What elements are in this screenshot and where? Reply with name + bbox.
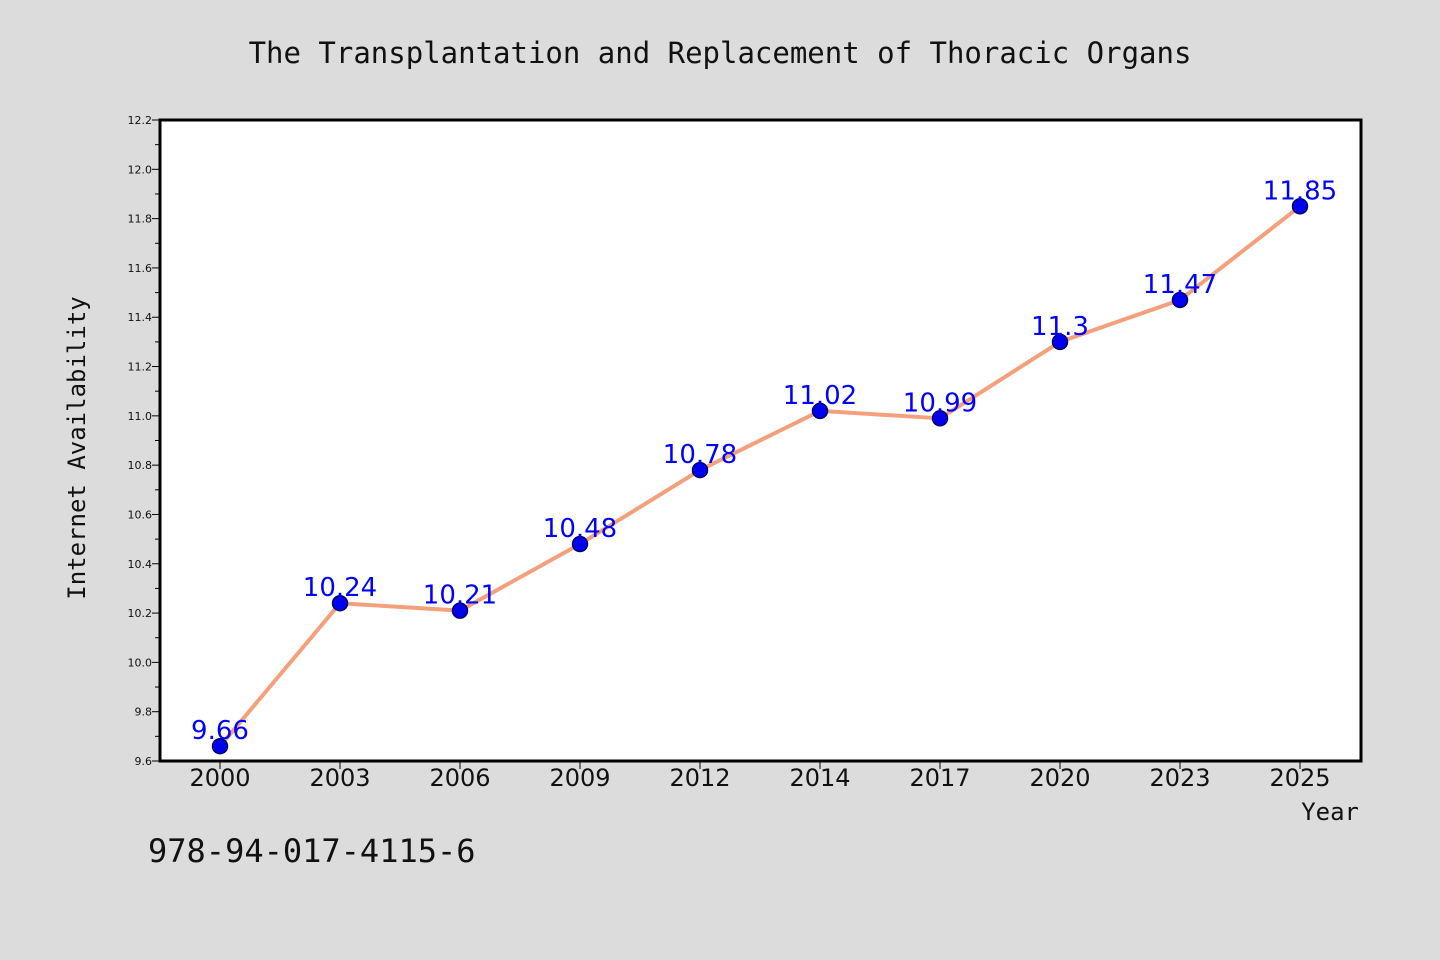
y-axis: 9.6 9.8 10.0 10.2 10.4 10.6 10.8 11.0 11.2 11.4 11…: [128, 114, 160, 768]
data-label: 10.78: [663, 440, 737, 470]
isbn-text: 978-94-017-4115-6: [148, 832, 476, 870]
data-point: [1051, 333, 1069, 351]
x-tick-label: 2006: [429, 764, 490, 792]
y-tick-label: 11.4: [128, 311, 153, 324]
y-axis-label: Internet Availability: [63, 296, 91, 599]
data-point: [691, 461, 709, 479]
marker-group: [211, 198, 1309, 755]
x-tick-label: 2017: [909, 764, 970, 792]
x-axis: 2000 2003 2006 2009 2012 2014 2017 2020 2023 2025: [189, 761, 1331, 792]
data-label: 10.21: [423, 581, 497, 611]
x-tick-label: 2003: [309, 764, 370, 792]
y-tick-label: 11.0: [128, 410, 153, 423]
data-point: [931, 410, 949, 427]
y-tick-label: 10.6: [128, 508, 153, 521]
series-line: [218, 204, 1302, 749]
y-tick-label: 10.2: [128, 607, 153, 620]
data-point: [1171, 291, 1189, 309]
x-tick-label: 2023: [1149, 764, 1210, 792]
data-label: 10.48: [543, 514, 617, 544]
x-tick-label: 2020: [1029, 764, 1090, 792]
data-point: [451, 602, 469, 619]
x-tick-label: 2014: [789, 764, 850, 792]
y-tick-label: 10.8: [128, 459, 153, 472]
y-tick-label: 10.0: [128, 656, 153, 669]
y-tick-label: 9.8: [135, 706, 153, 719]
data-label: 11.3: [1031, 312, 1089, 342]
y-tick-label: 11.6: [128, 262, 153, 275]
data-point: [571, 535, 589, 553]
data-label: 10.24: [303, 573, 377, 603]
x-tick-label: 2012: [669, 764, 730, 792]
data-point: [211, 737, 229, 755]
x-tick-label: 2025: [1269, 764, 1330, 792]
data-label: 11.02: [783, 381, 857, 411]
x-axis-label: Year: [1301, 798, 1359, 826]
series-line-group: [218, 204, 1302, 749]
x-tick-label: 2009: [549, 764, 610, 792]
y-tick-label: 10.4: [128, 558, 153, 571]
data-label: 10.99: [903, 388, 977, 418]
y-tick-label: 11.8: [128, 213, 153, 226]
data-label: 11.47: [1143, 270, 1217, 300]
data-label: 9.66: [191, 716, 249, 746]
data-point: [331, 594, 349, 612]
data-point: [1291, 198, 1309, 215]
data-label: 11.85: [1263, 176, 1337, 206]
data-point: [811, 402, 829, 420]
y-tick-label: 12.0: [128, 163, 153, 176]
y-tick-label: 9.6: [135, 755, 153, 768]
y-tick-label: 11.2: [128, 361, 153, 374]
x-tick-label: 2000: [189, 764, 250, 792]
data-label-group: 9.66 10.24 10.21 10.48 10.78 11.02 10.99 11.3 11…: [191, 176, 1337, 746]
chart-title: The Transplantation and Replacement of T…: [249, 36, 1192, 70]
y-tick-label: 12.2: [128, 114, 153, 127]
